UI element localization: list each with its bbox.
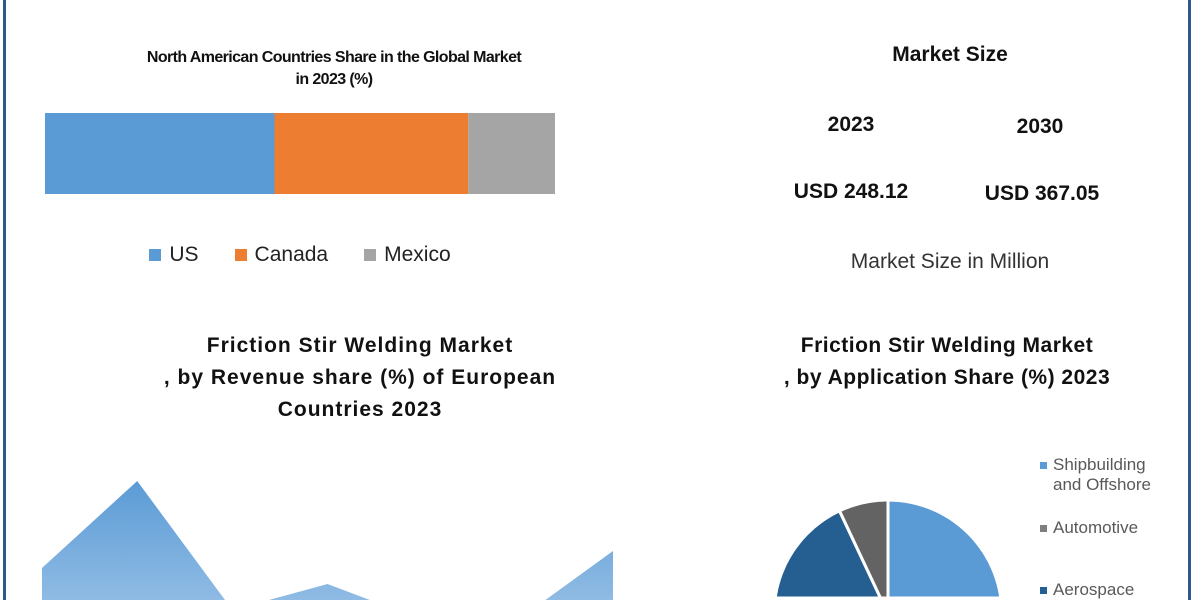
frame-border-left	[3, 0, 6, 600]
legend-label: US	[169, 243, 199, 266]
legend-item-mexico: Mexico	[364, 243, 451, 267]
market-size-unit: Market Size in Million	[850, 250, 1050, 273]
title-line: , by Application Share (%) 2023	[783, 366, 1111, 389]
bar-segment-mexico	[468, 113, 555, 194]
north-america-chart-title: North American Countries Share in the Gl…	[84, 47, 584, 91]
legend-label: Shipbuilding and Offshore	[1053, 455, 1151, 494]
canada-swatch	[234, 249, 247, 261]
year-2023: 2023	[827, 113, 875, 136]
frame-border-right	[1188, 0, 1191, 600]
mexico-swatch	[364, 249, 377, 261]
legend-item-shipbuilding: Shipbuilding and Offshore	[1040, 455, 1173, 495]
title-line: Friction Stir Welding Market	[800, 334, 1094, 357]
us-swatch	[149, 249, 162, 261]
value-2030: USD 367.05	[984, 182, 1100, 205]
application-pie-chart	[773, 498, 1003, 600]
legend-item-automotive: Automotive	[1040, 518, 1138, 538]
europe-area-chart	[42, 481, 613, 600]
area-series	[42, 481, 613, 600]
pie-slice-automotive	[838, 498, 890, 600]
stacked-bar-chart	[45, 113, 555, 194]
legend-label: Aerospace	[1053, 580, 1135, 599]
pie-slice-aerospace	[773, 509, 882, 600]
legend-item-aerospace: Aerospace	[1040, 580, 1134, 600]
bar-segment-us	[45, 113, 275, 194]
value-2023: USD 248.12	[793, 180, 909, 203]
title-line-1: North American Countries Share in the Gl…	[146, 49, 522, 66]
legend-item-canada: Canada	[234, 243, 329, 267]
title-line: Friction Stir Welding Market	[206, 334, 514, 357]
aerospace-swatch	[1040, 587, 1047, 594]
legend-label: Mexico	[384, 243, 451, 266]
stacked-bar-legend: US Canada Mexico	[40, 243, 560, 267]
legend-label: Automotive	[1053, 518, 1139, 537]
shipbuilding-swatch	[1040, 462, 1047, 469]
legend-label: Canada	[254, 243, 329, 266]
application-chart-title: Friction Stir Welding Market , by Applic…	[697, 330, 1197, 394]
title-line-2: in 2023 (%)	[295, 71, 374, 88]
market-size-title: Market Size	[892, 43, 1008, 66]
pie-slice-shipbuilding	[886, 498, 1003, 600]
year-2030: 2030	[1016, 115, 1064, 138]
title-line: Countries 2023	[277, 398, 443, 421]
bar-segment-canada	[274, 113, 469, 194]
legend-item-us: US	[149, 243, 199, 267]
automotive-swatch	[1040, 525, 1047, 532]
europe-chart-title: Friction Stir Welding Market , by Revenu…	[110, 330, 610, 426]
title-line: , by Revenue share (%) of European	[163, 366, 557, 389]
